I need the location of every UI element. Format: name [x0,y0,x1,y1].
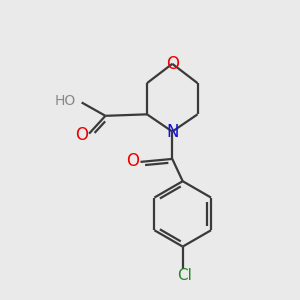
Text: O: O [75,126,88,144]
Text: N: N [166,123,178,141]
Text: O: O [127,152,140,170]
Text: Cl: Cl [177,268,192,283]
Text: O: O [166,55,179,73]
Text: HO: HO [54,94,76,108]
